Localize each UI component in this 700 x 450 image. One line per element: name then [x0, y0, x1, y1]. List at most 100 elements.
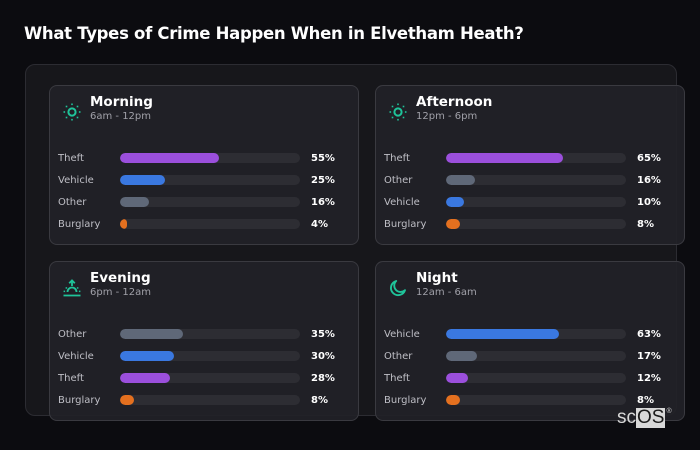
sun-icon — [388, 102, 408, 122]
bar-track — [446, 153, 626, 163]
bar-list: Theft 55% Vehicle 25% Other 16% Burglary 4% — [58, 147, 353, 235]
bar-row-burglary: Burglary 4% — [58, 213, 353, 235]
bar-label: Vehicle — [58, 174, 94, 186]
bar-fill — [120, 219, 128, 229]
bar-row-vehicle: Vehicle 63% — [384, 323, 679, 345]
bar-value: 4% — [311, 218, 328, 230]
bar-track — [446, 197, 626, 207]
bar-fill — [446, 175, 475, 185]
bar-value: 10% — [637, 196, 661, 208]
bar-label: Burglary — [58, 218, 101, 230]
bar-label: Vehicle — [384, 196, 420, 208]
card-morning: Morning 6am - 12pm Theft 55% Vehicle 25% Oth… — [49, 85, 359, 245]
bar-fill — [446, 329, 560, 339]
bar-track — [446, 351, 626, 361]
bar-label: Theft — [384, 152, 410, 164]
bar-row-burglary: Burglary 8% — [58, 389, 353, 411]
bar-label: Vehicle — [58, 350, 94, 362]
bar-label: Theft — [58, 372, 84, 384]
bar-value: 30% — [311, 350, 335, 362]
bar-fill — [446, 395, 461, 405]
bar-track — [446, 395, 626, 405]
bar-value: 12% — [637, 372, 661, 384]
card-header: Night 12am - 6am — [388, 270, 477, 299]
page-title: What Types of Crime Happen When in Elvet… — [24, 24, 524, 43]
card-title: Morning — [90, 94, 153, 110]
bar-fill — [120, 373, 171, 383]
card-evening: Evening 6pm - 12am Other 35% Vehicle 30% The… — [49, 261, 359, 421]
bar-row-theft: Theft 55% — [58, 147, 353, 169]
bar-label: Vehicle — [384, 328, 420, 340]
bar-label: Other — [384, 174, 413, 186]
bar-track — [446, 329, 626, 339]
bar-track — [446, 373, 626, 383]
bar-value: 25% — [311, 174, 335, 186]
bar-value: 16% — [311, 196, 335, 208]
bar-value: 17% — [637, 350, 661, 362]
card-night: Night 12am - 6am Vehicle 63% Other 17% Theft… — [375, 261, 685, 421]
bar-track — [120, 197, 300, 207]
card-title: Afternoon — [416, 94, 493, 110]
card-time-range: 6am - 12pm — [90, 111, 152, 122]
bar-row-vehicle: Vehicle 10% — [384, 191, 679, 213]
bar-label: Other — [384, 350, 413, 362]
bar-value: 28% — [311, 372, 335, 384]
moon-icon — [388, 278, 408, 298]
bar-label: Burglary — [384, 394, 427, 406]
card-time-range: 6pm - 12am — [90, 287, 152, 298]
bar-value: 8% — [311, 394, 328, 406]
bar-label: Other — [58, 328, 87, 340]
bar-row-burglary: Burglary 8% — [384, 213, 679, 235]
sunset-icon — [62, 278, 82, 298]
bar-value: 8% — [637, 394, 654, 406]
bar-value: 16% — [637, 174, 661, 186]
bar-track — [120, 175, 300, 185]
card-header: Afternoon 12pm - 6pm — [388, 94, 492, 123]
bar-row-theft: Theft 12% — [384, 367, 679, 389]
bar-list: Vehicle 63% Other 17% Theft 12% Burglary 8% — [384, 323, 679, 411]
bar-track — [120, 395, 300, 405]
bar-row-other: Other 35% — [58, 323, 353, 345]
bar-list: Theft 65% Other 16% Vehicle 10% Burglary 8% — [384, 147, 679, 235]
bar-track — [120, 219, 300, 229]
bar-track — [446, 219, 626, 229]
bar-row-other: Other 16% — [384, 169, 679, 191]
bar-row-theft: Theft 65% — [384, 147, 679, 169]
bar-fill — [120, 175, 165, 185]
bar-track — [120, 373, 300, 383]
bar-fill — [120, 329, 183, 339]
bar-value: 63% — [637, 328, 661, 340]
bar-fill — [446, 351, 477, 361]
bar-fill — [446, 219, 461, 229]
card-title: Evening — [90, 270, 151, 286]
bar-track — [120, 153, 300, 163]
bar-row-vehicle: Vehicle 25% — [58, 169, 353, 191]
scos-logo: sc OS ® — [617, 408, 672, 428]
bar-fill — [446, 153, 563, 163]
bar-value: 65% — [637, 152, 661, 164]
card-title: Night — [416, 270, 458, 286]
bar-value: 55% — [311, 152, 335, 164]
card-time-range: 12am - 6am — [416, 287, 477, 298]
bar-fill — [120, 395, 135, 405]
bar-row-other: Other 16% — [58, 191, 353, 213]
logo-prefix: sc — [617, 407, 636, 428]
bar-label: Other — [58, 196, 87, 208]
bar-row-theft: Theft 28% — [58, 367, 353, 389]
registered-mark: ® — [666, 408, 672, 415]
card-header: Morning 6am - 12pm — [62, 94, 153, 123]
card-afternoon: Afternoon 12pm - 6pm Theft 65% Other 16% Veh… — [375, 85, 685, 245]
bar-label: Burglary — [384, 218, 427, 230]
bar-row-burglary: Burglary 8% — [384, 389, 679, 411]
bar-fill — [120, 153, 219, 163]
bar-list: Other 35% Vehicle 30% Theft 28% Burglary 8% — [58, 323, 353, 411]
bar-track — [120, 329, 300, 339]
bar-fill — [446, 373, 468, 383]
bar-track — [120, 351, 300, 361]
bar-value: 8% — [637, 218, 654, 230]
logo-os-box: OS — [636, 407, 666, 428]
bar-row-other: Other 17% — [384, 345, 679, 367]
bar-row-vehicle: Vehicle 30% — [58, 345, 353, 367]
bar-label: Theft — [384, 372, 410, 384]
card-time-range: 12pm - 6pm — [416, 111, 478, 122]
